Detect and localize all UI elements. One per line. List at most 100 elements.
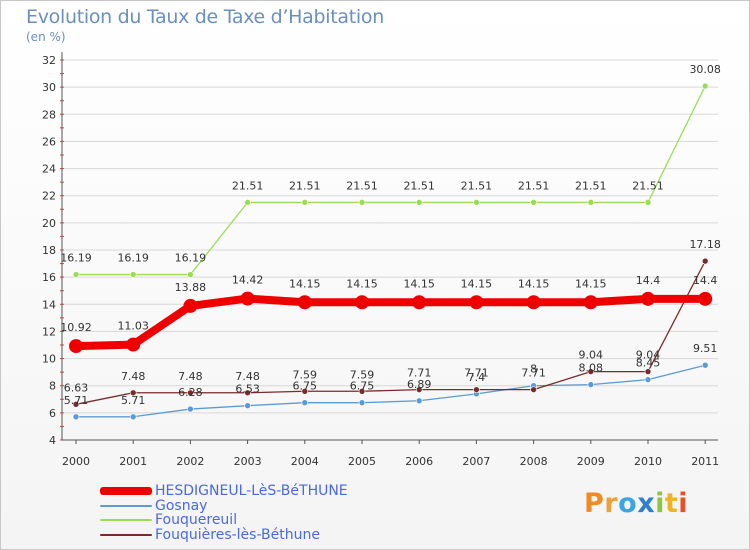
data-label: 7.71 xyxy=(407,367,432,380)
data-label: 16.19 xyxy=(175,252,207,265)
data-label: 16.19 xyxy=(117,252,149,265)
data-point xyxy=(701,257,709,265)
x-tick-label: 2006 xyxy=(405,455,433,468)
data-point xyxy=(240,291,255,306)
data-label: 7.48 xyxy=(121,370,146,383)
data-label: 11.03 xyxy=(117,320,149,333)
data-point xyxy=(301,387,309,395)
logo-letter: i xyxy=(678,488,689,519)
data-point xyxy=(358,199,366,206)
y-tick-label: 18 xyxy=(42,244,56,257)
legend: HESDIGNEUL-LèS-BéTHUNE Gosnay Fouquereui… xyxy=(100,483,348,543)
legend-label: Fouquereuil xyxy=(155,512,238,529)
data-label: 7.4 xyxy=(468,371,486,384)
y-tick-label: 20 xyxy=(42,217,56,230)
legend-swatch xyxy=(100,519,152,522)
y-tick-label: 26 xyxy=(42,135,56,148)
data-point xyxy=(583,295,598,310)
data-point xyxy=(355,295,369,310)
y-tick-label: 16 xyxy=(42,271,56,284)
data-point xyxy=(530,386,537,393)
data-label: 6.75 xyxy=(350,380,375,393)
data-point xyxy=(530,199,537,206)
data-label: 14.4 xyxy=(636,274,661,287)
data-label: 7.71 xyxy=(464,367,489,380)
data-point xyxy=(587,381,595,388)
data-label: 6.63 xyxy=(64,381,89,394)
data-label: 14.15 xyxy=(289,277,321,290)
data-point xyxy=(644,199,652,206)
data-point xyxy=(698,291,713,306)
data-point xyxy=(244,389,251,397)
data-point xyxy=(526,295,541,310)
data-point xyxy=(415,386,423,393)
x-tick-label: 2008 xyxy=(520,455,548,468)
data-label: 17.18 xyxy=(689,238,721,251)
data-point xyxy=(244,402,251,409)
data-point xyxy=(187,389,194,397)
legend-item-hesdigneul: HESDIGNEUL-LèS-BéTHUNE xyxy=(100,483,348,499)
data-label: 16.19 xyxy=(60,252,92,265)
y-tick-label: 32 xyxy=(42,54,56,67)
y-tick-label: 12 xyxy=(42,325,56,338)
data-label: 14.42 xyxy=(232,274,264,287)
data-point xyxy=(644,376,652,383)
x-tick-label: 2004 xyxy=(291,455,319,468)
logo-letter: r xyxy=(604,488,619,519)
data-point xyxy=(415,199,423,206)
data-label: 9.04 xyxy=(636,349,661,362)
data-label: 8.08 xyxy=(579,362,604,375)
data-point xyxy=(641,291,655,306)
data-point xyxy=(244,199,251,206)
data-label: 21.51 xyxy=(575,179,607,192)
data-label: 21.51 xyxy=(232,179,264,192)
x-tick-label: 2002 xyxy=(176,455,204,468)
data-point xyxy=(301,399,309,406)
y-tick-label: 4 xyxy=(49,434,56,447)
series-line xyxy=(72,294,710,351)
data-point xyxy=(358,387,366,395)
data-label: 14.4 xyxy=(693,274,718,287)
data-label: 6.89 xyxy=(407,378,432,391)
x-tick-label: 2007 xyxy=(462,455,490,468)
data-point xyxy=(72,413,80,421)
data-point xyxy=(412,295,427,310)
y-tick-label: 28 xyxy=(42,108,56,121)
y-tick-label: 14 xyxy=(42,298,56,311)
data-label: 6.28 xyxy=(178,386,203,399)
data-point xyxy=(129,271,137,278)
data-label: 7.59 xyxy=(293,368,318,381)
data-label: 7.48 xyxy=(235,370,260,383)
data-label: 30.08 xyxy=(689,63,721,76)
data-label: 7.59 xyxy=(350,368,375,381)
data-point xyxy=(69,339,83,354)
y-tick-label: 8 xyxy=(49,380,56,393)
legend-label: Fouquières-lès-Béthune xyxy=(155,526,320,543)
data-point xyxy=(187,271,194,278)
logo-letter: o xyxy=(618,488,638,519)
data-label: 9.51 xyxy=(693,342,718,355)
x-tick-label: 2001 xyxy=(119,455,147,468)
data-label: 6.53 xyxy=(235,383,260,396)
data-point xyxy=(701,82,709,90)
data-point xyxy=(358,399,366,406)
legend-swatch xyxy=(100,487,152,496)
logo-letter: P xyxy=(584,488,605,519)
data-label: 7.71 xyxy=(521,367,546,380)
data-point xyxy=(183,298,198,313)
y-tick-label: 22 xyxy=(42,190,56,203)
data-point xyxy=(129,413,137,421)
data-label: 14.15 xyxy=(346,277,378,290)
legend-item-gosnay: Gosnay xyxy=(100,498,348,514)
data-label: 6.75 xyxy=(293,380,318,393)
data-point xyxy=(473,386,480,393)
data-point xyxy=(587,368,595,375)
x-tick-label: 2009 xyxy=(577,455,605,468)
data-label: 21.51 xyxy=(461,179,493,192)
x-tick-label: 2005 xyxy=(348,455,376,468)
data-label: 14.15 xyxy=(403,277,435,290)
data-point xyxy=(701,361,709,369)
data-label: 21.51 xyxy=(632,179,664,192)
data-point xyxy=(415,397,423,405)
data-label: 21.51 xyxy=(346,179,378,192)
